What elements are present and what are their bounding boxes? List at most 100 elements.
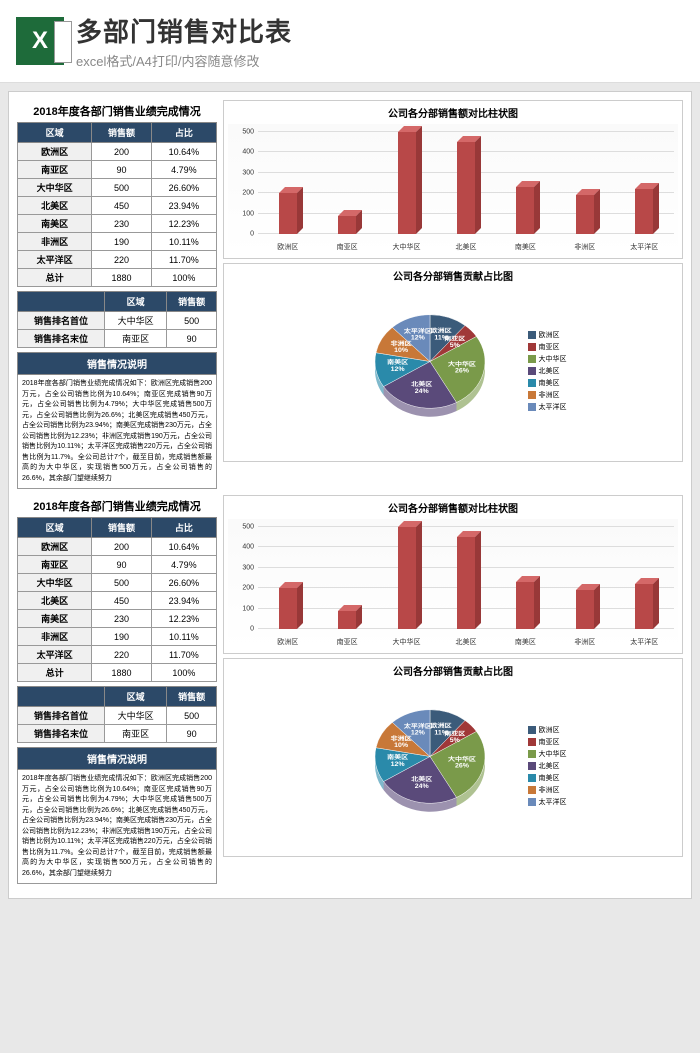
bar [398, 132, 416, 234]
svg-text:12%: 12% [390, 761, 404, 767]
pie-legend-item: 太平洋区 [528, 797, 567, 807]
table-row: 大中华区50026.60% [18, 574, 217, 592]
svg-text:26%: 26% [454, 368, 468, 374]
header-subtitle: excel格式/A4打印/内容随意修改 [76, 51, 684, 70]
table-row: 欧洲区20010.64% [18, 143, 217, 161]
pie-legend-item: 非洲区 [528, 785, 567, 795]
pie-legend-item: 北美区 [528, 761, 567, 771]
pie-legend-item: 大中华区 [528, 749, 567, 759]
pie-legend-item: 南美区 [528, 378, 567, 388]
svg-text:欧洲区: 欧洲区 [430, 721, 452, 729]
rank-header [18, 687, 105, 707]
desc-header: 销售情况说明 [17, 352, 217, 375]
table-total-row: 总计1880100% [18, 269, 217, 287]
rank-table: 区域销售额销售排名首位大中华区500销售排名末位南亚区90 [17, 291, 217, 348]
table-row: 北美区45023.94% [18, 197, 217, 215]
svg-text:非洲区: 非洲区 [390, 734, 412, 742]
bar [635, 189, 653, 234]
table-header: 区域 [18, 518, 92, 538]
bar-chart-title: 公司各分部销售额对比柱状图 [228, 105, 678, 120]
svg-text:5%: 5% [449, 738, 459, 744]
rank-header: 销售额 [167, 687, 217, 707]
rank-header [18, 292, 105, 312]
svg-text:太平洋区: 太平洋区 [402, 326, 432, 334]
svg-text:北美区: 北美区 [411, 775, 433, 783]
svg-text:南美区: 南美区 [387, 358, 409, 366]
svg-text:12%: 12% [410, 335, 424, 341]
bar-xlabel: 南美区 [510, 637, 540, 647]
table-header: 占比 [151, 123, 216, 143]
bar-xlabel: 非洲区 [570, 637, 600, 647]
table-header: 销售额 [92, 518, 151, 538]
table-row: 北美区45023.94% [18, 592, 217, 610]
bar-xlabel: 北美区 [451, 637, 481, 647]
table-row: 太平洋区22011.70% [18, 646, 217, 664]
pie-legend-item: 南美区 [528, 773, 567, 783]
bar-xlabel: 南亚区 [332, 242, 362, 252]
rank-bottom-row: 销售排名末位南亚区90 [18, 330, 217, 348]
table-row: 大中华区50026.60% [18, 179, 217, 197]
section-title: 2018年度各部门销售业绩完成情况 [17, 495, 217, 517]
page-preview: 2018年度各部门销售业绩完成情况 区域销售额占比欧洲区20010.64%南亚区… [8, 91, 692, 899]
pie-chart-title: 公司各分部销售贡献占比图 [228, 663, 678, 678]
bar-xlabel: 太平洋区 [629, 242, 659, 252]
bar [457, 142, 475, 234]
pie-legend: 欧洲区南亚区大中华区北美区南美区非洲区太平洋区 [528, 725, 567, 809]
svg-text:南亚区: 南亚区 [444, 334, 466, 342]
table-row: 非洲区19010.11% [18, 628, 217, 646]
pie-legend-item: 太平洋区 [528, 402, 567, 412]
section-title: 2018年度各部门销售业绩完成情况 [17, 100, 217, 122]
table-row: 南美区23012.23% [18, 610, 217, 628]
svg-text:12%: 12% [390, 366, 404, 372]
bar [516, 187, 534, 234]
svg-text:大中华区: 大中华区 [447, 755, 476, 763]
bar-xlabel: 大中华区 [392, 242, 422, 252]
svg-text:10%: 10% [394, 743, 408, 749]
bar [516, 582, 534, 629]
svg-text:非洲区: 非洲区 [390, 339, 412, 347]
template-header: X 多部门销售对比表 excel格式/A4打印/内容随意修改 [0, 0, 700, 83]
bar-xlabel: 南美区 [510, 242, 540, 252]
svg-text:24%: 24% [414, 388, 428, 394]
bar-xlabel: 欧洲区 [273, 242, 303, 252]
report-section: 2018年度各部门销售业绩完成情况 区域销售额占比欧洲区20010.64%南亚区… [17, 100, 683, 489]
pie-legend-item: 南亚区 [528, 342, 567, 352]
table-row: 太平洋区22011.70% [18, 251, 217, 269]
rank-top-row: 销售排名首位大中华区500 [18, 312, 217, 330]
pie-legend-item: 南亚区 [528, 737, 567, 747]
rank-table: 区域销售额销售排名首位大中华区500销售排名末位南亚区90 [17, 686, 217, 743]
bar-xlabel: 欧洲区 [273, 637, 303, 647]
svg-text:26%: 26% [454, 763, 468, 769]
bar-chart-box: 公司各分部销售额对比柱状图 0100200300400500 欧洲区南亚区大中华… [223, 495, 683, 654]
rank-header: 区域 [105, 292, 167, 312]
bar [576, 195, 594, 234]
bar [338, 611, 356, 629]
sales-table: 区域销售额占比欧洲区20010.64%南亚区904.79%大中华区50026.6… [17, 517, 217, 682]
bar [576, 590, 594, 629]
pie-chart-box: 公司各分部销售贡献占比图 欧洲区11%南亚区5%大中华区26%北美区24%南美区… [223, 263, 683, 462]
svg-text:24%: 24% [414, 783, 428, 789]
svg-text:欧洲区: 欧洲区 [430, 326, 452, 334]
bar-xlabel: 非洲区 [570, 242, 600, 252]
svg-text:大中华区: 大中华区 [447, 360, 476, 368]
bar-chart-box: 公司各分部销售额对比柱状图 0100200300400500 欧洲区南亚区大中华… [223, 100, 683, 259]
pie-legend-item: 欧洲区 [528, 330, 567, 340]
pie-legend-item: 北美区 [528, 366, 567, 376]
bar [338, 216, 356, 234]
pie-chart-box: 公司各分部销售贡献占比图 欧洲区11%南亚区5%大中华区26%北美区24%南美区… [223, 658, 683, 857]
table-row: 南美区23012.23% [18, 215, 217, 233]
table-header: 区域 [18, 123, 92, 143]
table-row: 南亚区904.79% [18, 161, 217, 179]
table-header: 占比 [151, 518, 216, 538]
rank-bottom-row: 销售排名末位南亚区90 [18, 725, 217, 743]
excel-icon: X [16, 17, 64, 65]
table-row: 欧洲区20010.64% [18, 538, 217, 556]
bar-chart-title: 公司各分部销售额对比柱状图 [228, 500, 678, 515]
svg-text:太平洋区: 太平洋区 [402, 721, 432, 729]
bar-xlabel: 北美区 [451, 242, 481, 252]
pie-legend-item: 欧洲区 [528, 725, 567, 735]
report-section: 2018年度各部门销售业绩完成情况 区域销售额占比欧洲区20010.64%南亚区… [17, 495, 683, 884]
pie-legend-item: 非洲区 [528, 390, 567, 400]
bar-xlabel: 南亚区 [332, 637, 362, 647]
rank-header: 区域 [105, 687, 167, 707]
